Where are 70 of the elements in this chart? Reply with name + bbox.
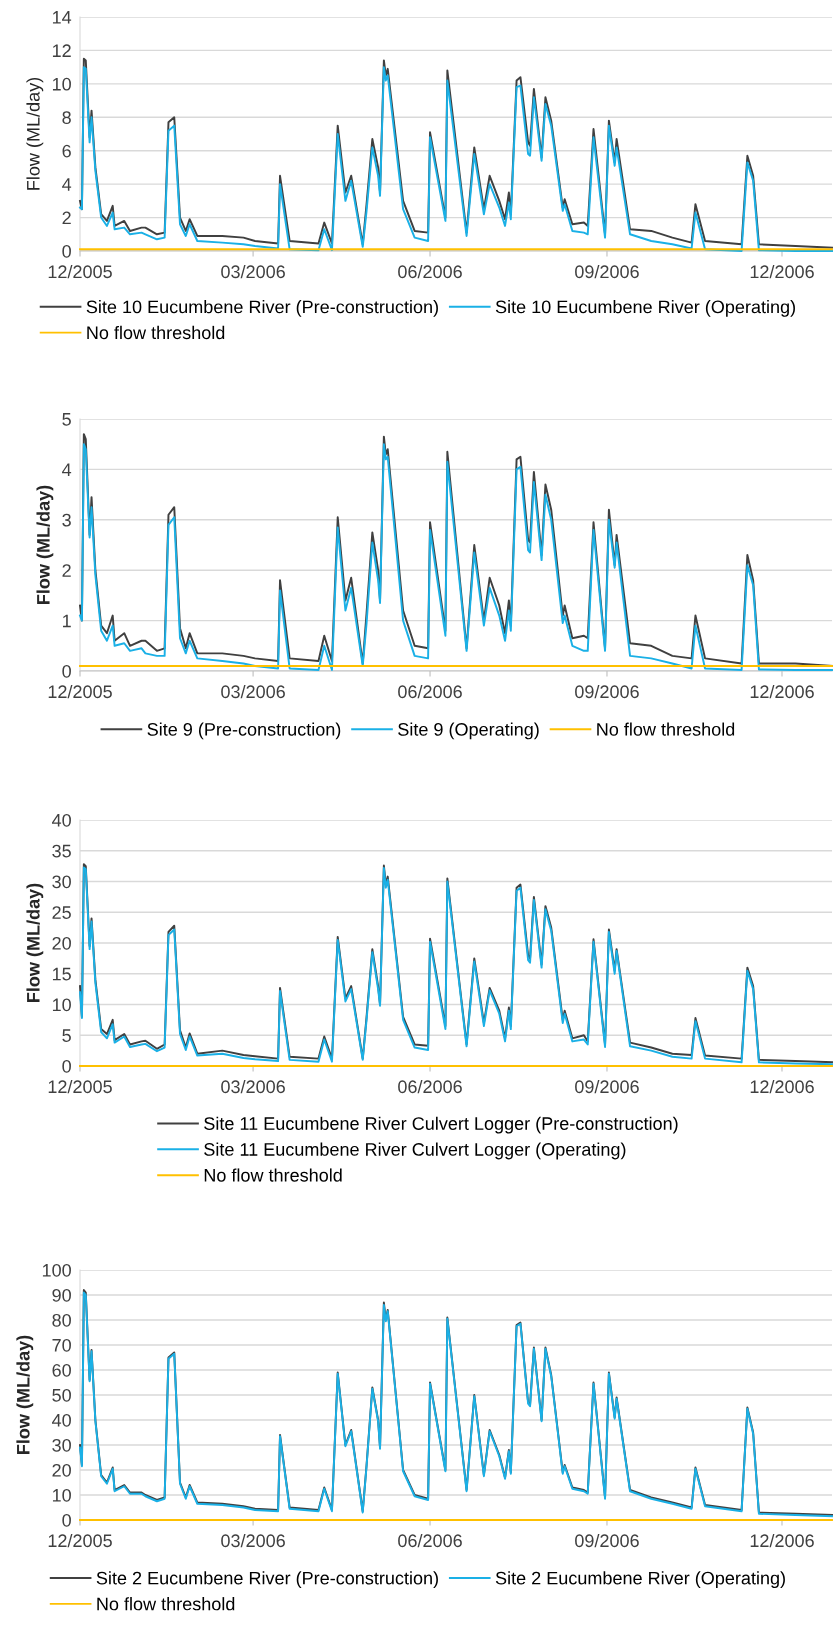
y-tick-label: 10: [52, 998, 71, 1012]
y-tick-label: 8: [62, 111, 71, 125]
legend-label: Site 9 (Pre-construction): [147, 722, 341, 740]
legend-label: Site 9 (Operating): [398, 722, 539, 740]
legend-label: No flow threshold: [597, 722, 735, 736]
y-tick-label: 5: [62, 1029, 71, 1042]
x-tick-label: 09/2006: [575, 1533, 639, 1548]
y-axis-title: Flow (ML/day): [26, 77, 44, 190]
legend-label: Site 10 Eucumbene River (Pre-construction): [86, 300, 438, 317]
x-tick-label: 09/2006: [575, 684, 639, 699]
y-tick-label: 40: [52, 1413, 71, 1427]
y-tick-label: 20: [52, 936, 71, 950]
y-tick-label: 0: [62, 664, 71, 678]
y-tick-label: 50: [52, 1388, 71, 1402]
x-tick-label: 09/2006: [575, 1079, 639, 1094]
x-tick-label: 12/2005: [48, 264, 112, 279]
y-tick-label: 40: [52, 813, 71, 827]
x-tick-label: 03/2006: [221, 1533, 285, 1548]
y-tick-label: 4: [62, 463, 72, 476]
x-tick-label: 06/2006: [398, 264, 462, 279]
y-tick-label: 20: [52, 1463, 71, 1477]
y-tick-label: 2: [62, 564, 71, 577]
y-tick-label: 10: [52, 1488, 71, 1502]
legend-label: Site 2 Eucumbene River (Pre-construction): [96, 1571, 438, 1589]
x-tick-label: 12/2006: [750, 1079, 814, 1094]
x-tick-label: 12/2006: [750, 684, 814, 699]
x-tick-label: 06/2006: [398, 1533, 462, 1548]
x-tick-label: 03/2006: [221, 684, 285, 699]
y-tick-label: 1: [63, 614, 71, 628]
x-tick-label: 09/2006: [575, 264, 639, 279]
legend-label: Site 11 Eucumbene River Culvert Logger (Operating): [204, 1142, 626, 1160]
y-axis-title: Flow (ML/day): [36, 485, 54, 604]
legend-label: No flow threshold: [204, 1168, 342, 1182]
y-tick-label: 5: [62, 413, 71, 426]
y-tick-label: 12: [52, 44, 71, 57]
legend-label: Site 11 Eucumbene River Culvert Logger (Pre-construction): [204, 1116, 678, 1134]
y-tick-label: 4: [62, 178, 72, 191]
y-tick-label: 0: [62, 244, 71, 258]
y-axis-title: Flow (ML/day): [26, 883, 44, 1002]
y-tick-label: 70: [52, 1338, 71, 1352]
y-tick-label: 14: [52, 11, 72, 24]
y-tick-label: 100: [42, 1263, 71, 1277]
y-tick-label: 30: [52, 875, 71, 889]
y-tick-label: 0: [62, 1513, 71, 1527]
y-tick-label: 3: [62, 513, 71, 527]
x-tick-label: 06/2006: [398, 684, 462, 699]
x-tick-label: 12/2005: [48, 1533, 112, 1548]
y-tick-label: 2: [62, 211, 71, 225]
y-tick-label: 15: [52, 967, 71, 981]
y-tick-label: 35: [52, 844, 71, 858]
x-tick-label: 12/2006: [750, 1533, 814, 1548]
y-tick-label: 80: [52, 1313, 71, 1327]
y-tick-label: 60: [52, 1363, 71, 1377]
legend-label: No flow threshold: [87, 325, 225, 340]
legend-label: Site 2 Eucumbene River (Operating): [495, 1571, 785, 1589]
x-tick-label: 12/2005: [48, 1079, 112, 1094]
y-tick-label: 0: [62, 1059, 71, 1073]
x-tick-label: 12/2005: [48, 684, 112, 699]
legend-label: No flow threshold: [97, 1597, 235, 1611]
y-tick-label: 90: [52, 1288, 71, 1302]
x-tick-label: 06/2006: [398, 1079, 462, 1094]
y-tick-label: 25: [52, 906, 71, 919]
x-tick-label: 03/2006: [221, 1079, 285, 1094]
x-tick-label: 03/2006: [221, 264, 285, 279]
x-tick-label: 12/2006: [750, 264, 814, 279]
y-axis-title: Flow (ML/day): [16, 1335, 34, 1454]
legend-label: Site 10 Eucumbene River (Operating): [495, 300, 795, 317]
y-tick-label: 6: [62, 144, 71, 158]
y-tick-label: 30: [52, 1438, 71, 1452]
y-tick-label: 10: [52, 77, 71, 91]
